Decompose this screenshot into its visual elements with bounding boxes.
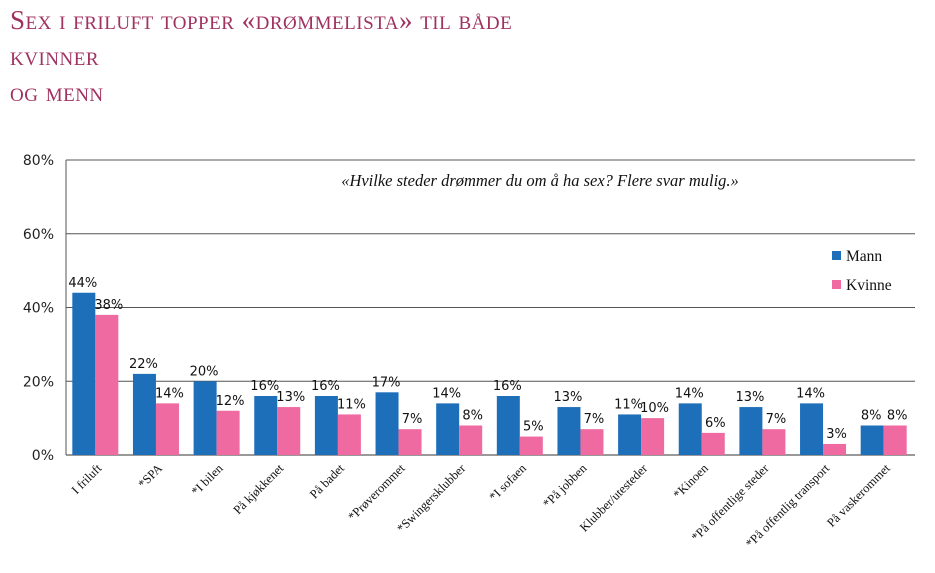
chart-subtitle: «Hvilke steder drømmer du om å ha sex? F… xyxy=(341,171,739,190)
data-labels: 44%38%22%14%20%12%16%13%16%11%17%7%14%8%… xyxy=(68,276,907,442)
data-label: 13% xyxy=(554,390,583,405)
x-tick-label: På kjøkkenet xyxy=(231,461,287,517)
bar-mann xyxy=(618,414,642,455)
bar-kvinne xyxy=(398,429,422,455)
bar-mann xyxy=(739,407,763,455)
data-label: 14% xyxy=(675,386,704,401)
data-label: 38% xyxy=(94,298,123,313)
data-label: 8% xyxy=(462,409,483,424)
data-label: 11% xyxy=(337,397,366,412)
legend-label-mann: Mann xyxy=(846,248,882,265)
title-line-3: og menn xyxy=(10,77,104,107)
data-label: 14% xyxy=(432,386,461,401)
legend-swatch-mann xyxy=(832,251,841,260)
bar-mann xyxy=(314,396,338,455)
bar-kvinne xyxy=(883,425,907,455)
bar-mann xyxy=(193,381,217,455)
x-tick-label: *I sofaen xyxy=(486,461,529,504)
data-label: 8% xyxy=(861,409,882,424)
bar-kvinne xyxy=(762,429,786,455)
x-tick-label: *I bilen xyxy=(189,461,227,499)
x-tick-label: *Prøverommet xyxy=(345,461,408,524)
bar-mann xyxy=(496,396,520,455)
bar-mann xyxy=(860,425,884,455)
bar-kvinne xyxy=(337,414,361,455)
bars xyxy=(72,292,907,455)
bar-kvinne xyxy=(641,418,665,455)
bar-mann xyxy=(375,392,399,455)
data-label: 13% xyxy=(276,390,305,405)
legend-swatch-kvinne xyxy=(832,280,841,289)
data-label: 5% xyxy=(523,420,544,435)
bar-mann xyxy=(436,403,460,455)
y-tick-label: 80% xyxy=(23,153,54,169)
data-label: 12% xyxy=(216,394,245,409)
data-label: 7% xyxy=(766,412,787,427)
data-label: 20% xyxy=(190,364,219,379)
data-label: 11% xyxy=(614,397,643,412)
page-title: Sex i friluft topper «drømmelista» til b… xyxy=(10,2,910,110)
bar-kvinne xyxy=(519,436,543,455)
data-label: 10% xyxy=(640,401,669,416)
y-axis-ticks: 0% 20% 40% 60% 80% xyxy=(23,153,54,464)
data-label: 16% xyxy=(250,379,279,394)
data-label: 8% xyxy=(887,409,908,424)
x-tick-label: På badet xyxy=(307,461,347,501)
x-tick-label: I friluft xyxy=(69,461,105,497)
bar-kvinne xyxy=(95,314,119,455)
data-label: 7% xyxy=(584,412,605,427)
bar-kvinne xyxy=(580,429,604,455)
bar-kvinne xyxy=(823,443,847,455)
data-label: 17% xyxy=(372,375,401,390)
x-tick-label: *På jobben xyxy=(540,461,590,511)
bar-kvinne xyxy=(459,425,483,455)
gridlines xyxy=(65,159,915,456)
x-tick-label: På vaskerommet xyxy=(824,461,893,530)
bar-mann xyxy=(800,403,824,455)
bar-mann xyxy=(72,292,96,455)
bar-kvinne xyxy=(155,403,179,455)
bar-kvinne xyxy=(216,410,240,455)
title-line-2: kvinner xyxy=(10,41,99,71)
y-tick-label: 40% xyxy=(23,301,54,317)
bar-kvinne xyxy=(701,432,725,455)
data-label: 44% xyxy=(68,276,97,291)
y-tick-label: 20% xyxy=(23,374,54,390)
data-label: 16% xyxy=(311,379,340,394)
bar-mann xyxy=(254,396,278,455)
title-line-1: Sex i friluft topper «drømmelista» til b… xyxy=(10,5,513,35)
category-labels: I friluft *SPA *I bilen På kjøkkenet På bade… xyxy=(69,461,893,551)
data-label: 13% xyxy=(735,390,764,405)
bar-mann xyxy=(132,373,156,455)
data-label: 16% xyxy=(493,379,522,394)
x-tick-label: *SPA xyxy=(135,461,165,491)
data-label: 14% xyxy=(796,386,825,401)
y-tick-label: 0% xyxy=(32,448,54,464)
legend: Mann Kvinne xyxy=(832,248,892,294)
data-label: 7% xyxy=(402,412,423,427)
legend-label-kvinne: Kvinne xyxy=(846,277,892,294)
bar-kvinne xyxy=(277,407,301,455)
bar-mann xyxy=(678,403,702,455)
bar-mann xyxy=(557,407,581,455)
data-label: 22% xyxy=(129,357,158,372)
y-tick-label: 60% xyxy=(23,227,54,243)
data-label: 6% xyxy=(705,416,726,431)
data-label: 3% xyxy=(826,427,847,442)
data-label: 14% xyxy=(155,386,184,401)
x-tick-label: *Kinoen xyxy=(671,461,712,502)
